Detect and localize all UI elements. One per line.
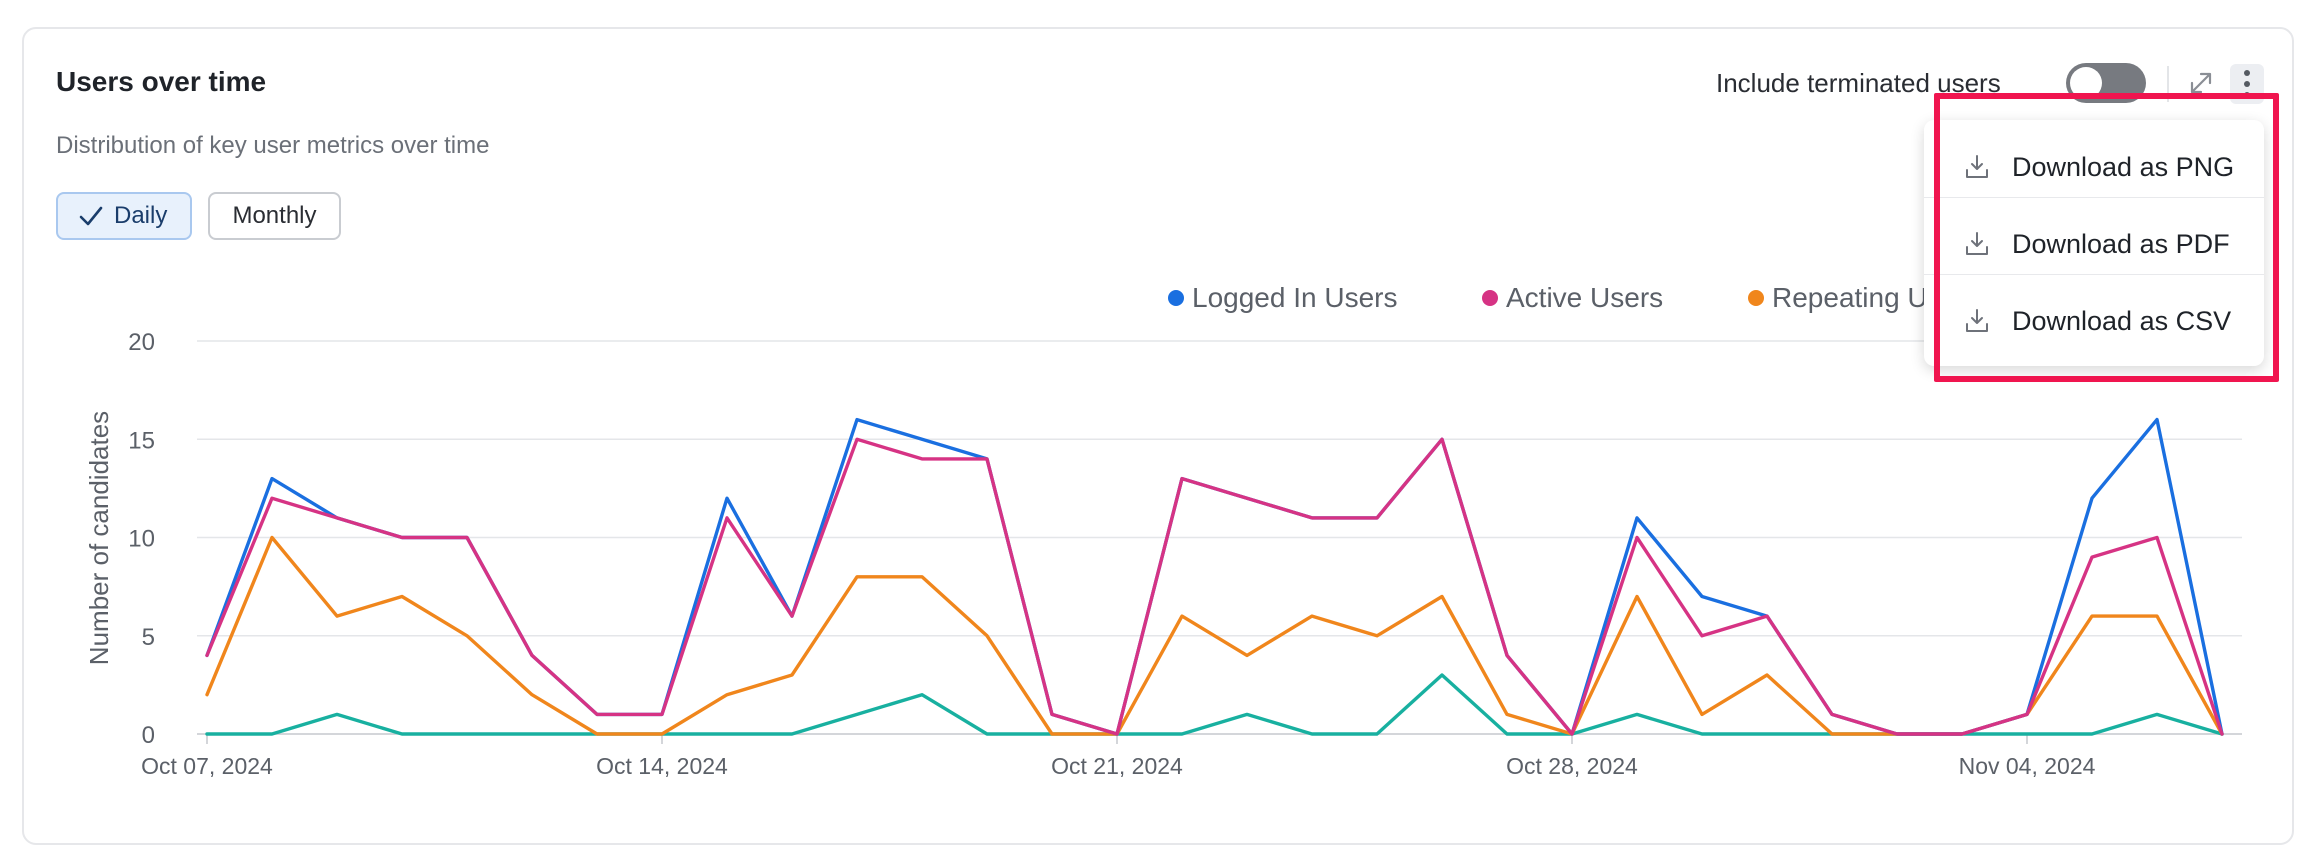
x-tick-label: Nov 04, 2024 [1959, 753, 2096, 779]
legend-swatch [1482, 290, 1498, 306]
y-tick-label: 15 [128, 427, 155, 454]
expand-icon[interactable] [2186, 68, 2216, 98]
legend-label: Repeating U [1772, 282, 1928, 313]
y-tick-label: 20 [128, 329, 155, 356]
download-png-label: Download as PNG [2012, 151, 2235, 182]
x-tick-label: Oct 07, 2024 [141, 753, 273, 779]
legend-swatch [1748, 290, 1764, 306]
highlight-annotation-box [1934, 93, 2279, 382]
more-vertical-icon [2244, 70, 2250, 76]
download-pdf-label: Download as PDF [2012, 228, 2230, 259]
check-icon [79, 206, 103, 226]
legend-label: Active Users [1506, 282, 1664, 313]
legend-item-repeating[interactable]: Repeating U [1748, 280, 1928, 316]
series-line-active-users [205, 437, 2224, 736]
series-line-unnamed [205, 673, 2224, 736]
download-png-item[interactable]: Download as PNG [1924, 129, 2264, 205]
download-icon [1966, 232, 1988, 255]
download-csv-item[interactable]: Download as CSV [1924, 283, 2264, 359]
y-axis-title: Number of candidates [84, 411, 114, 665]
users-over-time-card [22, 27, 2294, 845]
x-tick-label: Oct 14, 2024 [596, 753, 728, 779]
menu-divider [1924, 197, 2264, 198]
download-menu: Download as PNG Download as PDF Download… [1924, 120, 2264, 366]
monthly-label: Monthly [232, 202, 317, 229]
download-pdf-item[interactable]: Download as PDF [1924, 206, 2264, 282]
monthly-toggle-button[interactable]: Monthly [208, 192, 341, 240]
x-tick-label: Oct 28, 2024 [1506, 753, 1638, 779]
y-tick-label: 10 [128, 526, 155, 553]
menu-divider [1924, 274, 2264, 275]
series-line-repeating-u [205, 535, 2224, 736]
y-tick-label: 5 [142, 624, 155, 651]
x-tick-label: Oct 21, 2024 [1051, 753, 1183, 779]
download-icon [1966, 309, 1988, 332]
toolbar-divider [2167, 66, 2169, 102]
card-subtitle: Distribution of key user metrics over ti… [56, 132, 490, 159]
legend-item-logged-in[interactable]: Logged In Users [1168, 280, 1397, 316]
series-line-logged-in-users [205, 417, 2224, 736]
y-tick-label: 0 [142, 722, 155, 749]
card-title: Users over time [56, 66, 267, 97]
legend-item-active[interactable]: Active Users [1482, 280, 1663, 316]
daily-label: Daily [114, 202, 168, 229]
daily-toggle-button[interactable]: Daily [56, 192, 192, 240]
legend-swatch [1168, 290, 1184, 306]
legend-label: Logged In Users [1192, 282, 1398, 313]
download-icon [1966, 155, 1988, 178]
download-csv-label: Download as CSV [2012, 305, 2232, 336]
